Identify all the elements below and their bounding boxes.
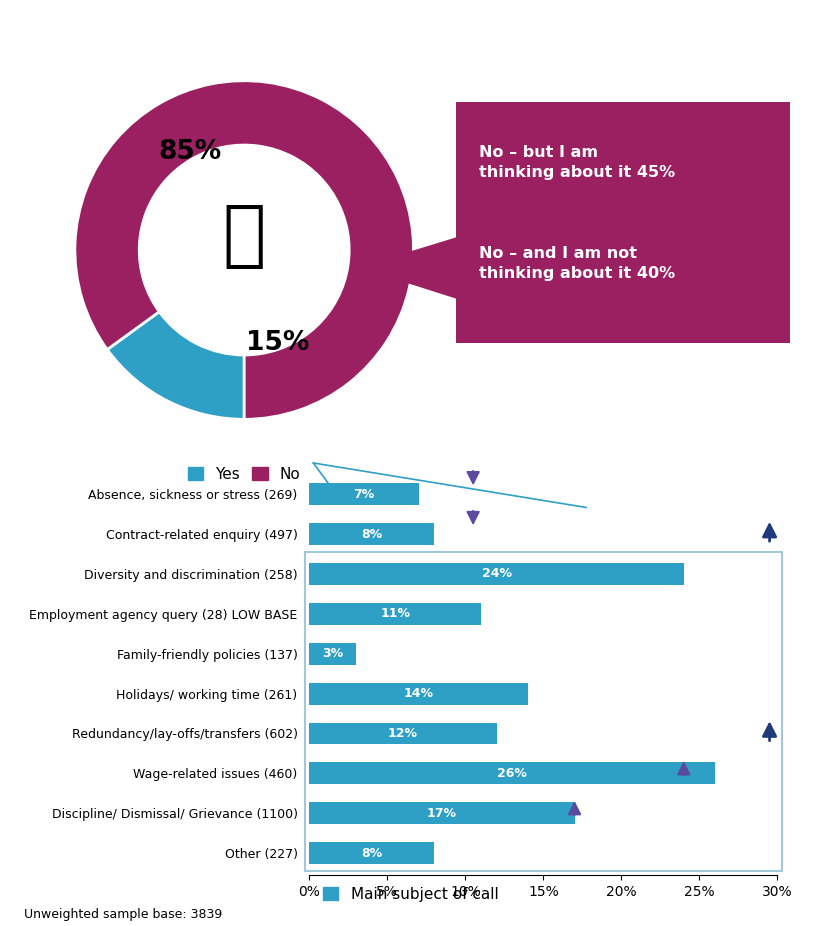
Wedge shape (75, 81, 414, 419)
Polygon shape (358, 232, 472, 304)
Bar (309, 563, 684, 585)
Legend: Main subject of call: Main subject of call (317, 881, 505, 907)
Bar (309, 762, 715, 784)
Legend: Yes, No: Yes, No (182, 460, 307, 488)
Bar (309, 643, 357, 665)
Text: 26%: 26% (497, 767, 527, 780)
Text: 24%: 24% (482, 568, 511, 581)
Text: 14%: 14% (404, 687, 434, 700)
Bar (309, 523, 434, 545)
Bar (309, 682, 527, 705)
FancyBboxPatch shape (446, 94, 799, 350)
Text: 15%: 15% (247, 331, 310, 357)
Bar (309, 842, 434, 864)
Text: 7%: 7% (353, 488, 374, 501)
Bar (309, 722, 497, 745)
Text: Unweighted sample base: 3839: Unweighted sample base: 3839 (24, 908, 223, 921)
Text: No – and I am not
thinking about it 40%: No – and I am not thinking about it 40% (479, 246, 676, 282)
Bar (309, 802, 575, 824)
Text: 11%: 11% (380, 607, 410, 620)
Wedge shape (107, 312, 244, 419)
Text: 🔨: 🔨 (222, 202, 266, 271)
Text: No – but I am
thinking about it 45%: No – but I am thinking about it 45% (479, 145, 676, 180)
Text: 17%: 17% (427, 807, 457, 820)
Text: 8%: 8% (361, 846, 383, 859)
Bar (309, 483, 418, 506)
Text: 3%: 3% (322, 647, 344, 660)
Text: 8%: 8% (361, 528, 383, 541)
Text: 85%: 85% (159, 139, 221, 165)
Bar (309, 603, 481, 625)
Text: 12%: 12% (388, 727, 418, 740)
